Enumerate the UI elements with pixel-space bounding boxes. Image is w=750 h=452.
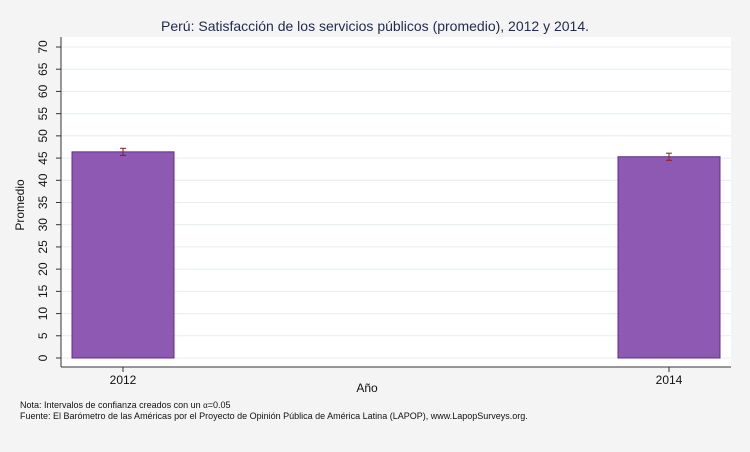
note-suffix: =0.05 bbox=[207, 400, 231, 410]
y-tick-label-1: 5 bbox=[36, 332, 50, 339]
alpha-symbol: α bbox=[203, 401, 208, 410]
note-prefix: Nota: Intervalos de confianza creados co… bbox=[20, 400, 204, 410]
y-axis-title: Promedio bbox=[13, 179, 27, 231]
note-line: Nota: Intervalos de confianza creados co… bbox=[20, 400, 231, 410]
x-axis-title: Año bbox=[356, 381, 378, 395]
y-tick-label-7: 35 bbox=[36, 196, 50, 210]
y-tick-label-4: 20 bbox=[36, 262, 50, 276]
y-tick-label-10: 50 bbox=[36, 129, 50, 143]
y-tick-label-14: 70 bbox=[36, 40, 50, 54]
y-tick-label-3: 15 bbox=[36, 284, 50, 298]
bar-2014 bbox=[617, 156, 721, 359]
y-tick-label-0: 0 bbox=[36, 354, 50, 361]
y-tick-label-8: 40 bbox=[36, 173, 50, 187]
y-tick-label-6: 30 bbox=[36, 218, 50, 232]
chart-title: Perú: Satisfacción de los servicios públ… bbox=[161, 18, 589, 34]
bar-2012 bbox=[71, 151, 175, 359]
y-tick-label-2: 10 bbox=[36, 307, 50, 321]
x-tick-label-2012: 2012 bbox=[110, 373, 137, 387]
source-line: Fuente: El Barómetro de las Américas por… bbox=[20, 411, 528, 421]
y-tick-label-5: 25 bbox=[36, 240, 50, 254]
y-tick-label-11: 55 bbox=[36, 107, 50, 121]
y-tick-label-12: 60 bbox=[36, 84, 50, 98]
y-tick-label-9: 45 bbox=[36, 151, 50, 165]
y-tick-label-13: 65 bbox=[36, 62, 50, 76]
x-tick-label-2014: 2014 bbox=[656, 373, 683, 387]
